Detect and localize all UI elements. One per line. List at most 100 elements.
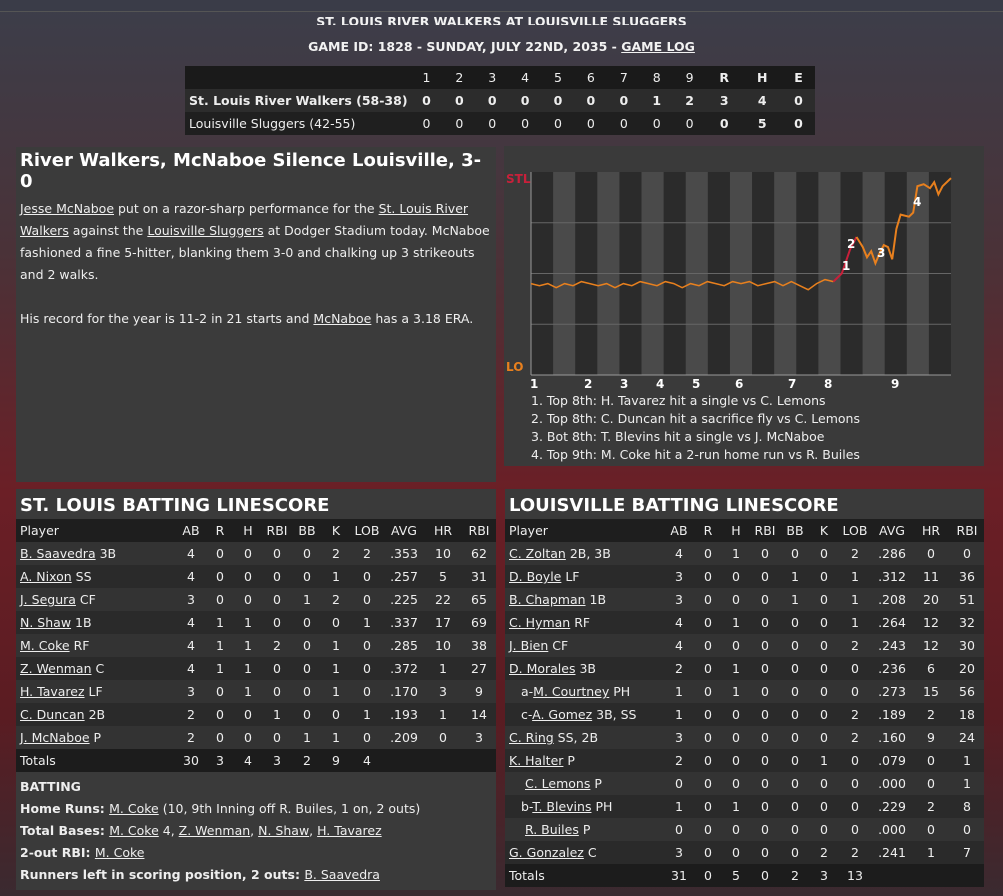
inning-runs: 0 xyxy=(673,112,707,135)
stat-cell: 1 xyxy=(262,703,292,726)
total-bases-label: Total Bases: xyxy=(20,823,110,838)
stat-cell: 0 xyxy=(810,588,838,611)
inning-tick-label: 4 xyxy=(656,377,664,391)
player-link[interactable]: J. McNaboe xyxy=(20,730,90,745)
team-link-lou[interactable]: Louisville Sluggers xyxy=(147,223,264,238)
inning-runs: 0 xyxy=(607,112,641,135)
player-link[interactable]: M. Courtney xyxy=(533,684,610,699)
player-link[interactable]: J. Segura xyxy=(20,592,76,607)
stat-cell: 1 xyxy=(322,657,350,680)
player-link[interactable]: D. Boyle xyxy=(509,569,562,584)
stat-cell: 10 xyxy=(424,634,462,657)
column-header: R xyxy=(206,519,234,542)
stat-cell: 0 xyxy=(810,726,838,749)
player-link[interactable]: B. Saavedra xyxy=(20,546,96,561)
player-link[interactable]: M. Coke xyxy=(109,801,159,816)
stat-cell: .243 xyxy=(872,634,912,657)
stat-cell: .000 xyxy=(872,772,912,795)
player-link[interactable]: C. Ring xyxy=(509,730,554,745)
inning-runs: 0 xyxy=(410,112,443,135)
stat-cell: 0 xyxy=(694,772,722,795)
table-row: C. Lemons P 0 0 0 0 0 0 0.000 0 1 xyxy=(505,772,984,795)
player-link[interactable]: H. Tavarez xyxy=(317,823,382,838)
player-link[interactable]: H. Tavarez xyxy=(20,684,85,699)
player-link[interactable]: C. Zoltan xyxy=(509,546,566,561)
pitcher-link[interactable]: Jesse McNaboe xyxy=(20,201,115,216)
chart-note: 1. Top 8th: H. Tavarez hit a single vs C… xyxy=(531,393,826,408)
player-link[interactable]: C. Duncan xyxy=(20,707,85,722)
player-position: PH xyxy=(591,799,613,814)
player-link[interactable]: J. Bien xyxy=(509,638,549,653)
stat-cell: 0 xyxy=(350,565,384,588)
stat-cell: 62 xyxy=(462,542,496,565)
stat-cell: .286 xyxy=(872,542,912,565)
linescore-col-header: R xyxy=(706,66,743,89)
inning-runs: 0 xyxy=(607,89,641,112)
stat-cell: 0 xyxy=(950,542,984,565)
stat-cell: 0 xyxy=(292,680,322,703)
player-link[interactable]: R. Builes xyxy=(525,822,579,837)
total-cell: 0 xyxy=(694,864,722,887)
player-link[interactable]: G. Gonzalez xyxy=(509,845,584,860)
stat-cell: .170 xyxy=(384,680,424,703)
player-cell: N. Shaw 1B xyxy=(16,611,176,634)
stat-cell: 1 xyxy=(322,565,350,588)
lou-batting-panel: LOUISVILLE BATTING LINESCORE Player AB R H R… xyxy=(505,489,984,887)
stl-batting-panel: ST. LOUIS BATTING LINESCORE Player AB R H RB… xyxy=(16,489,496,890)
player-link[interactable]: A. Nixon xyxy=(20,569,72,584)
stat-cell: .160 xyxy=(872,726,912,749)
stat-cell: 0 xyxy=(750,680,780,703)
stat-cell: 0 xyxy=(780,611,810,634)
player-link[interactable]: N. Shaw xyxy=(258,823,310,838)
table-row: B. Chapman 1B 3 0 0 0 1 0 1.208 20 51 xyxy=(505,588,984,611)
player-link[interactable]: M. Coke xyxy=(94,845,145,860)
linescore-col-header: 5 xyxy=(541,66,575,89)
player-link[interactable]: M. Coke xyxy=(109,823,159,838)
stat-cell: .229 xyxy=(872,795,912,818)
story-paragraph-2: His record for the year is 11-2 in 21 st… xyxy=(20,308,492,330)
player-position: 3B xyxy=(95,546,117,561)
column-header: Player xyxy=(16,519,176,542)
player-link[interactable]: B. Chapman xyxy=(509,592,586,607)
player-cell: J. McNaboe P xyxy=(16,726,176,749)
player-link[interactable]: M. Coke xyxy=(20,638,70,653)
team-link-stl[interactable]: St. Louis River Walkers xyxy=(20,201,469,238)
stat-cell: 0 xyxy=(810,703,838,726)
player-link[interactable]: D. Morales xyxy=(509,661,576,676)
stat-cell: 0 xyxy=(234,588,262,611)
stat-cell: 32 xyxy=(950,611,984,634)
table-row: Z. Wenman C 4 1 1 0 0 1 0.372 1 27 xyxy=(16,657,496,680)
game-log-link[interactable]: GAME LOG xyxy=(621,39,695,54)
stat-cell: .337 xyxy=(384,611,424,634)
player-link[interactable]: B. Saavedra xyxy=(304,867,380,882)
total-cell xyxy=(950,864,984,887)
player-position: LF xyxy=(84,684,103,699)
stat-cell: 12 xyxy=(912,634,950,657)
table-row: C. Ring SS, 2B 3 0 0 0 0 0 2.160 9 24 xyxy=(505,726,984,749)
stat-cell: 0 xyxy=(810,657,838,680)
stat-cell: 1 xyxy=(424,703,462,726)
player-position: P xyxy=(563,753,575,768)
total-cell: 4 xyxy=(234,749,262,772)
player-link[interactable]: A. Gomez xyxy=(532,707,593,722)
linescore-col-header: 9 xyxy=(673,66,707,89)
pitcher-link-2[interactable]: McNaboe xyxy=(313,311,372,326)
player-cell: a-M. Courtney PH xyxy=(505,680,664,703)
player-link[interactable]: C. Lemons xyxy=(525,776,591,791)
inning-tick-label: 8 xyxy=(824,377,832,391)
play-marker: 3 xyxy=(877,246,885,260)
player-link[interactable]: T. Blevins xyxy=(532,799,592,814)
player-position: P xyxy=(89,730,102,745)
player-link[interactable]: Z. Wenman xyxy=(20,661,92,676)
stat-cell: 0 xyxy=(838,795,872,818)
player-link[interactable]: Z. Wenman xyxy=(178,823,251,838)
column-header: HR xyxy=(424,519,462,542)
stat-cell: 0 xyxy=(810,565,838,588)
total-cell: 5 xyxy=(722,864,750,887)
table-row: J. Segura CF 3 0 0 0 1 2 0.225 22 65 xyxy=(16,588,496,611)
player-link[interactable]: K. Halter xyxy=(509,753,564,768)
inning-runs: 0 xyxy=(475,112,509,135)
player-link[interactable]: C. Hyman xyxy=(509,615,571,630)
player-link[interactable]: N. Shaw xyxy=(20,615,72,630)
stat-cell: 1 xyxy=(664,703,694,726)
